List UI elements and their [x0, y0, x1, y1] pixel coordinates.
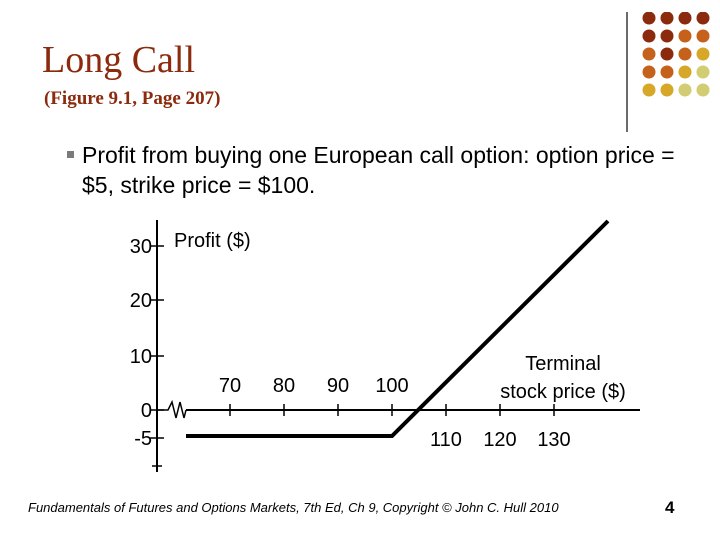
- y-tick-label: 0: [141, 400, 152, 422]
- decor-dot: [642, 12, 656, 25]
- y-axis-label: Profit ($): [174, 230, 251, 252]
- x-tick-label: 100: [375, 375, 408, 397]
- decor-divider: [626, 12, 628, 132]
- x-tick-label: 120: [483, 429, 516, 451]
- footer-copyright: Fundamentals of Futures and Options Mark…: [28, 500, 559, 515]
- y-tick-label: 20: [130, 290, 152, 312]
- profit-line: [186, 219, 610, 438]
- slide-subtitle: (Figure 9.1, Page 207): [44, 88, 221, 109]
- decor-dot: [642, 83, 656, 97]
- decor-dot: [696, 47, 710, 61]
- decor-dot: [660, 83, 674, 97]
- decor-dot: [678, 29, 692, 43]
- x-tick-label: 80: [273, 375, 295, 397]
- decor-dot: [642, 65, 656, 79]
- decor-dot: [696, 83, 710, 97]
- x-axis-label-line1: Terminal: [525, 353, 601, 375]
- axis-break-mark: [157, 399, 187, 419]
- y-tick-label: 30: [130, 236, 152, 258]
- page-number: 4: [665, 498, 675, 517]
- decor-dot: [660, 12, 674, 25]
- decor-dot: [660, 47, 674, 61]
- decor-dot: [696, 12, 710, 25]
- decor-dot: [660, 29, 674, 43]
- decor-dot: [696, 29, 710, 43]
- decor-dot: [642, 47, 656, 61]
- bullet-text: Profit from buying one European call opt…: [67, 140, 692, 200]
- x-tick-label: 90: [327, 375, 349, 397]
- decor-dot: [696, 65, 710, 79]
- x-tick-label: 110: [430, 429, 462, 451]
- y-tick-label: -5: [134, 428, 152, 450]
- decor-dot: [642, 29, 656, 43]
- decor-dot: [678, 12, 692, 25]
- y-tick-label: 10: [130, 346, 152, 368]
- x-tick-label: 130: [537, 429, 570, 451]
- x-axis-label-line2: stock price ($): [500, 381, 626, 403]
- x-tick-label: 70: [219, 375, 241, 397]
- decor-dot-grid: [642, 12, 710, 97]
- decor-dot: [678, 83, 692, 97]
- decor-dot: [678, 47, 692, 61]
- decor-dot: [678, 65, 692, 79]
- slide-title: Long Call: [42, 39, 196, 81]
- decor-dot: [660, 65, 674, 79]
